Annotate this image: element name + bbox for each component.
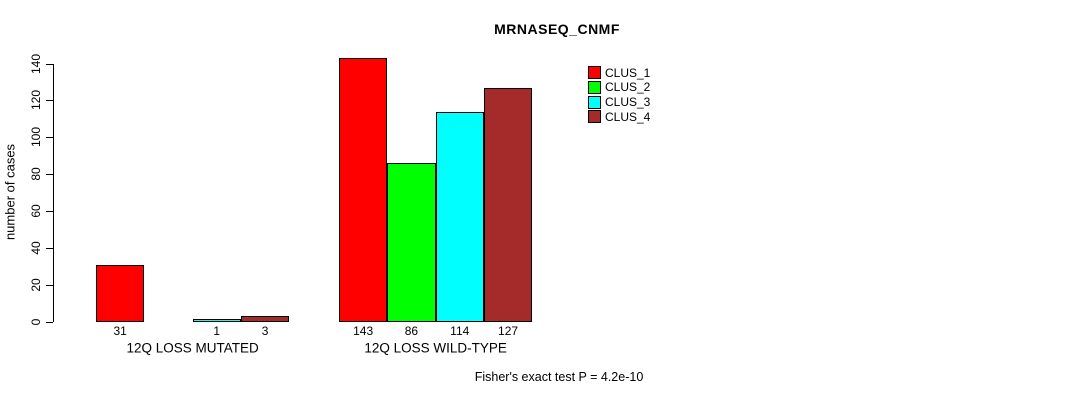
bar-value-label: 127 bbox=[498, 324, 519, 338]
legend-swatch-clus_4 bbox=[588, 110, 601, 124]
bar-clus_4-group2 bbox=[483, 88, 533, 322]
x-group-label: 12Q LOSS WILD-TYPE bbox=[364, 340, 507, 356]
y-tick bbox=[46, 211, 53, 213]
bar-clus_4-group1 bbox=[240, 316, 290, 322]
y-tick-label: 60 bbox=[29, 204, 43, 218]
y-tick bbox=[46, 63, 53, 65]
bar-clus_1-group2 bbox=[339, 58, 388, 322]
bar-value-label: 3 bbox=[261, 324, 269, 338]
bar-value-label: 86 bbox=[404, 324, 419, 338]
bar-value-label: 1 bbox=[213, 324, 221, 338]
y-tick bbox=[46, 322, 53, 323]
bar-clus_3-group1 bbox=[192, 319, 241, 322]
legend-label-clus_2: CLUS_2 bbox=[605, 80, 651, 95]
legend-label-clus_3: CLUS_3 bbox=[605, 95, 651, 110]
y-tick bbox=[46, 248, 53, 250]
y-tick bbox=[46, 100, 53, 102]
legend-swatch-clus_2 bbox=[588, 80, 601, 94]
y-tick bbox=[46, 285, 53, 287]
y-tick-label: 100 bbox=[29, 127, 43, 148]
y-axis-line bbox=[53, 63, 54, 322]
bar-clus_3-group2 bbox=[435, 112, 484, 322]
bar-value-label: 143 bbox=[353, 324, 374, 338]
y-tick-label: 40 bbox=[29, 241, 43, 255]
legend-label-clus_4: CLUS_4 bbox=[605, 109, 651, 124]
bar-clus_2-group2 bbox=[387, 163, 436, 322]
bar-value-label: 31 bbox=[113, 324, 127, 338]
y-axis-label: number of cases bbox=[2, 143, 18, 241]
x-group-label: 12Q LOSS MUTATED bbox=[126, 340, 259, 356]
y-tick-label: 0 bbox=[29, 318, 43, 326]
legend-swatch-clus_3 bbox=[588, 95, 601, 109]
y-tick-label: 120 bbox=[29, 90, 43, 111]
y-tick-label: 80 bbox=[29, 167, 43, 181]
y-tick bbox=[46, 137, 53, 139]
bar-clus_1-group1 bbox=[96, 265, 145, 322]
y-tick-label: 140 bbox=[29, 53, 43, 74]
legend-label-clus_1: CLUS_1 bbox=[605, 65, 651, 80]
y-tick-label: 20 bbox=[29, 278, 43, 292]
chart-title: MRNASEQ_CNMF bbox=[494, 21, 620, 37]
legend-swatch-clus_1 bbox=[588, 66, 601, 79]
y-tick bbox=[46, 174, 53, 176]
bar-value-label: 114 bbox=[450, 324, 470, 338]
fisher-test-note: Fisher's exact test P = 4.2e-10 bbox=[474, 370, 644, 384]
